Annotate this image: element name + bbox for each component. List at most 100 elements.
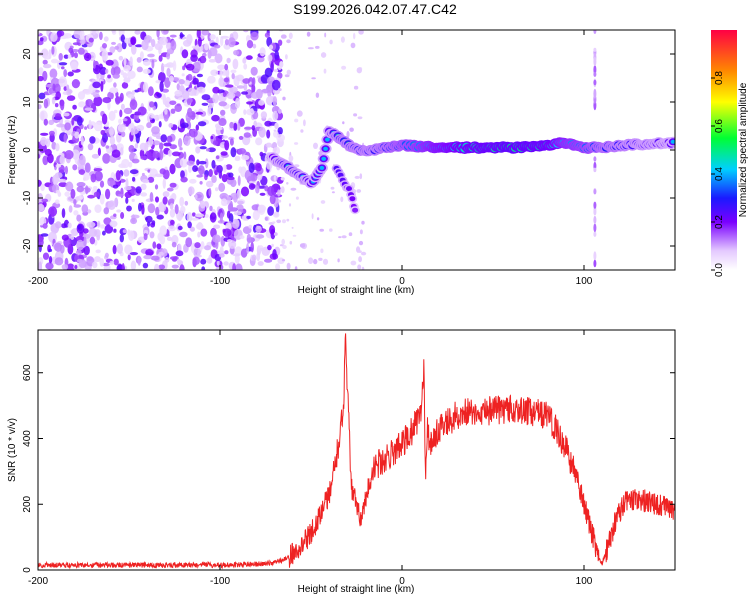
noise-blob [169, 198, 175, 204]
noise-blob [201, 30, 210, 36]
noise-blob [188, 163, 192, 173]
spectrogram-ytick-label: 10 [22, 96, 33, 108]
noise-blob [224, 250, 229, 255]
noise-blob [266, 161, 273, 170]
ridge-blob [346, 186, 352, 192]
noise-blob [42, 252, 50, 260]
noise-blob [150, 255, 160, 261]
noise-blob [215, 187, 219, 192]
noise-blob [74, 265, 78, 269]
noise-blob [38, 67, 44, 76]
noise-blob [156, 243, 162, 250]
noise-blob [118, 55, 124, 61]
noise-blob [169, 202, 174, 210]
noise-blob [234, 246, 243, 256]
noise-blob [179, 32, 184, 39]
noise-speck [303, 119, 306, 127]
noise-blob [107, 177, 114, 187]
noise-blob [117, 193, 124, 197]
noise-blob [264, 258, 273, 263]
noise-blob [135, 186, 142, 194]
noise-blob [55, 199, 60, 205]
noise-blob [146, 122, 152, 129]
noise-blob [185, 63, 195, 71]
noise-blob [72, 42, 80, 46]
noise-blob [83, 245, 90, 256]
colorbar-ticks: 0.0 0.2 0.4 0.6 0.8 [711, 71, 725, 277]
noise-blob [164, 166, 168, 171]
noise-blob [162, 178, 166, 189]
spectrogram-xlabel: Height of straight line (km) [298, 285, 415, 296]
noise-blob [174, 204, 179, 215]
noise-blob [185, 237, 193, 248]
noise-blob [185, 75, 190, 82]
noise-blob [69, 126, 74, 134]
noise-blob [232, 263, 236, 270]
noise-blob [137, 87, 142, 92]
noise-speck [320, 248, 324, 254]
noise-blob [237, 148, 246, 155]
noise-blob [239, 235, 245, 240]
noise-speck [315, 92, 320, 98]
noise-blob [158, 251, 164, 256]
noise-blob [122, 72, 128, 79]
noise-speck [282, 219, 286, 224]
noise-blob [196, 86, 206, 94]
noise-blob [95, 249, 101, 254]
noise-blob [105, 68, 109, 74]
noise-blob [224, 63, 229, 71]
noise-speck [286, 69, 291, 76]
noise-blob [159, 36, 168, 46]
noise-speck [274, 68, 278, 73]
noise-blob [195, 223, 204, 230]
noise-blob [84, 126, 88, 130]
noise-blob [184, 137, 189, 142]
noise-speck [273, 232, 278, 236]
noise-blob [105, 145, 110, 149]
noise-blob [94, 170, 103, 182]
snr-ticks: -200 -100 0 100 0 200 400 600 [22, 330, 675, 587]
noise-speck [290, 187, 297, 191]
noise-blob [226, 92, 236, 100]
noise-speck [361, 251, 367, 256]
noise-blob [200, 258, 207, 265]
noise-blob [150, 222, 156, 228]
noise-blob [208, 169, 213, 177]
noise-blob [241, 91, 249, 95]
noise-blob [158, 121, 162, 128]
noise-speck [280, 186, 285, 194]
noise-blob [172, 60, 177, 71]
noise-blob [126, 70, 136, 79]
noise-blob [240, 248, 248, 258]
noise-blob [141, 172, 145, 176]
noise-blob [243, 132, 251, 138]
noise-blob [93, 59, 96, 69]
noise-blob [136, 124, 145, 132]
noise-blob [63, 33, 72, 39]
noise-blob [89, 236, 96, 245]
noise-blob [277, 126, 283, 135]
noise-blob [164, 77, 171, 88]
noise-blob [131, 90, 135, 95]
noise-blob [236, 204, 244, 211]
noise-blob [211, 175, 217, 184]
noise-blob [65, 130, 72, 136]
spectrogram-ytick-label: -20 [22, 238, 33, 253]
noise-blob [186, 121, 192, 130]
noise-blob [250, 91, 260, 99]
noise-blob [136, 57, 142, 63]
noise-blob [224, 140, 230, 151]
noise-speck [361, 220, 365, 225]
noise-speck [284, 74, 290, 78]
noise-blob [102, 132, 108, 143]
noise-blob [110, 67, 116, 76]
noise-blob [177, 225, 183, 231]
noise-blob [100, 224, 105, 229]
noise-blob [52, 83, 56, 91]
noise-blob [242, 78, 251, 84]
noise-speck [288, 155, 294, 162]
noise-blob [137, 236, 146, 244]
noise-blob [112, 184, 119, 189]
noise-blob [123, 169, 130, 177]
noise-blob [182, 39, 192, 47]
